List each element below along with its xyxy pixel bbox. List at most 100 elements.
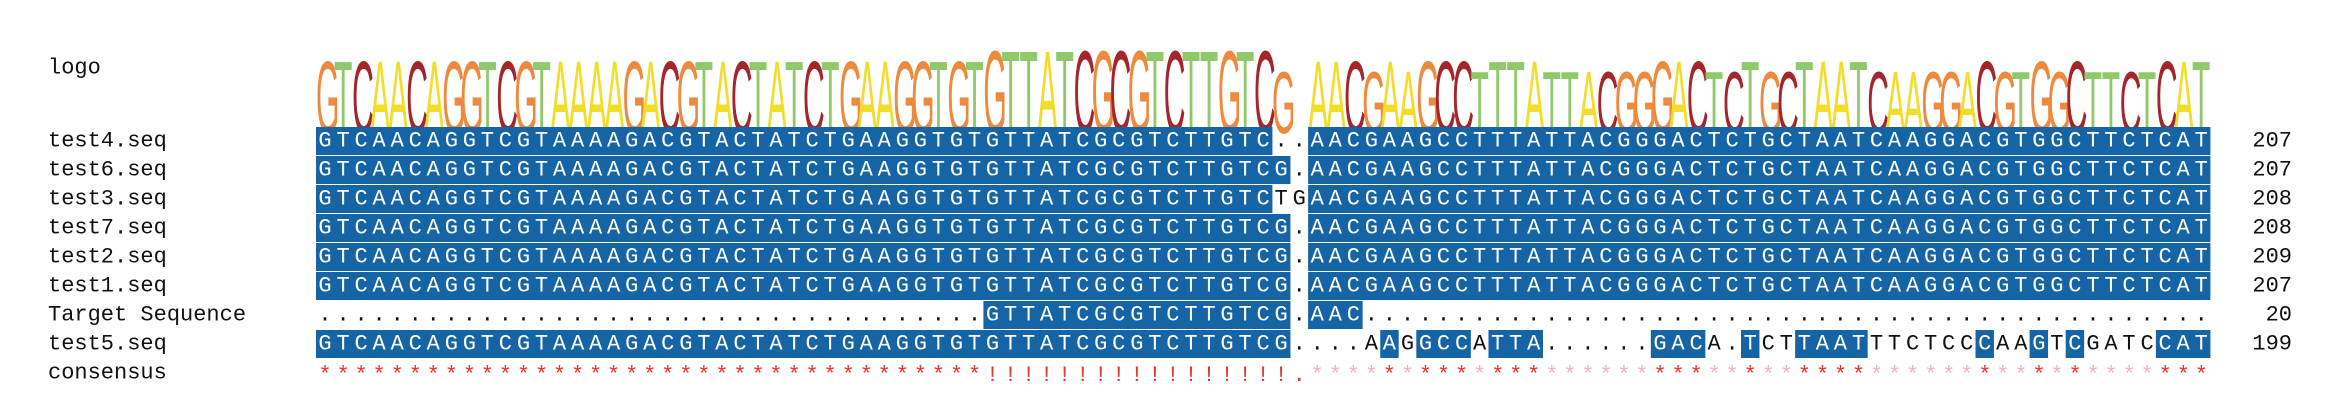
match-highlight xyxy=(983,127,1002,155)
match-highlight xyxy=(1596,243,1616,271)
match-highlight xyxy=(1722,156,1742,184)
match-highlight xyxy=(388,272,407,300)
match-highlight xyxy=(568,185,587,213)
match-highlight xyxy=(1813,243,1832,271)
match-highlight xyxy=(1488,214,1507,242)
match-highlight xyxy=(1001,243,1020,271)
match-highlight xyxy=(1199,330,1219,358)
logo-letter: T xyxy=(2012,53,2030,152)
match-highlight xyxy=(1650,243,1670,271)
match-highlight xyxy=(388,127,407,155)
match-highlight xyxy=(875,243,894,271)
match-highlight xyxy=(839,214,858,242)
match-highlight xyxy=(1831,127,1850,155)
match-highlight xyxy=(388,214,407,242)
match-highlight xyxy=(1109,243,1129,271)
match-highlight xyxy=(983,330,1002,358)
logo-letter: G xyxy=(1092,27,1115,159)
match-highlight xyxy=(1109,301,1129,329)
match-highlight xyxy=(1253,301,1273,329)
match-highlight xyxy=(532,156,551,184)
match-highlight xyxy=(1903,214,1922,242)
match-highlight xyxy=(1560,214,1580,242)
match-highlight xyxy=(730,243,750,271)
match-highlight xyxy=(604,272,624,300)
match-highlight xyxy=(1019,156,1038,184)
match-highlight xyxy=(1181,243,1201,271)
match-highlight xyxy=(1416,243,1435,271)
match-highlight xyxy=(1181,156,1201,184)
match-highlight xyxy=(694,214,714,242)
match-highlight xyxy=(1903,243,1922,271)
match-highlight xyxy=(1326,127,1345,155)
match-highlight xyxy=(1272,330,1291,358)
match-highlight xyxy=(748,127,768,155)
match-highlight xyxy=(1488,127,1507,155)
match-highlight xyxy=(676,156,696,184)
match-highlight xyxy=(388,330,407,358)
match-highlight xyxy=(1795,330,1814,358)
match-highlight xyxy=(532,214,551,242)
consensus-symbols: *************************************!!!… xyxy=(318,363,2212,388)
match-highlight xyxy=(640,156,660,184)
match-highlight xyxy=(658,127,678,155)
match-highlight xyxy=(784,243,804,271)
match-highlight xyxy=(2173,272,2193,300)
match-highlight xyxy=(460,156,479,184)
match-highlight xyxy=(2011,185,2031,213)
match-highlight xyxy=(929,214,948,242)
row-label: Target Sequence xyxy=(48,303,246,328)
match-highlight xyxy=(1975,185,1994,213)
match-highlight xyxy=(1849,185,1868,213)
match-highlight xyxy=(2065,272,2085,300)
match-highlight xyxy=(1326,185,1345,213)
match-highlight xyxy=(1668,243,1688,271)
match-highlight xyxy=(1885,243,1904,271)
match-highlight xyxy=(1470,243,1489,271)
match-highlight xyxy=(2137,243,2157,271)
match-highlight xyxy=(1001,214,1020,242)
match-highlight xyxy=(947,330,966,358)
match-highlight xyxy=(1849,127,1868,155)
match-highlight xyxy=(1037,272,1056,300)
match-highlight xyxy=(839,127,858,155)
match-highlight xyxy=(1903,185,1922,213)
match-highlight xyxy=(1795,272,1814,300)
match-highlight xyxy=(1091,127,1111,155)
match-highlight xyxy=(2011,214,2031,242)
match-highlight xyxy=(1109,156,1129,184)
match-highlight xyxy=(1813,156,1832,184)
match-highlight xyxy=(1199,185,1219,213)
match-highlight xyxy=(1470,214,1489,242)
match-highlight xyxy=(1109,127,1129,155)
match-highlight xyxy=(1019,330,1038,358)
logo-letter: T xyxy=(1001,27,1019,159)
match-highlight xyxy=(1235,301,1255,329)
match-highlight xyxy=(424,127,443,155)
match-highlight xyxy=(640,185,660,213)
match-highlight xyxy=(1524,214,1543,242)
logo-letter: C xyxy=(1074,27,1096,159)
match-highlight xyxy=(1614,185,1634,213)
match-highlight xyxy=(2155,156,2175,184)
match-highlight xyxy=(532,272,551,300)
match-highlight xyxy=(1650,330,1670,358)
row-count: 207 xyxy=(2252,274,2292,299)
match-highlight xyxy=(1741,330,1760,358)
match-highlight xyxy=(622,156,642,184)
match-highlight xyxy=(622,243,642,271)
match-highlight xyxy=(1235,127,1255,155)
match-highlight xyxy=(1091,214,1111,242)
match-highlight xyxy=(478,330,497,358)
match-highlight xyxy=(965,214,984,242)
match-highlight xyxy=(370,214,389,242)
consensus-run: * xyxy=(1383,363,1401,388)
match-highlight xyxy=(1578,214,1598,242)
consensus-run: ****** xyxy=(1870,363,1978,388)
match-highlight xyxy=(1542,156,1562,184)
match-highlight xyxy=(947,243,966,271)
match-highlight xyxy=(2083,185,2103,213)
match-highlight xyxy=(2119,272,2139,300)
match-highlight xyxy=(352,127,371,155)
match-highlight xyxy=(1614,156,1634,184)
